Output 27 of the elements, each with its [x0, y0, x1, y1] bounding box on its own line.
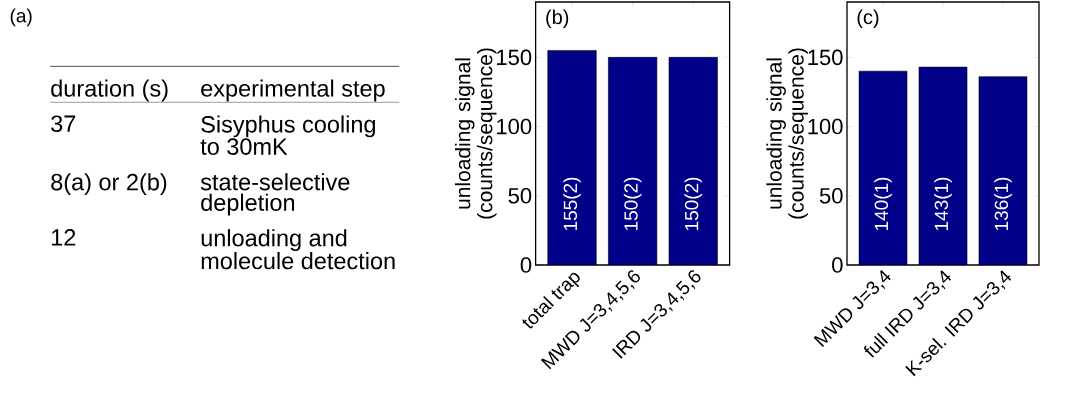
text: duration (s)	[51, 79, 168, 102]
data-label: 143(1)	[934, 177, 952, 231]
data-label: 140(1)	[874, 177, 892, 231]
chart-title: (b)	[546, 9, 569, 29]
y-axis-title: unloading signal (counts/sequence)	[454, 48, 497, 219]
y-tick-label: 150	[808, 49, 843, 66]
text: Sisyphus cooling to 30mK	[200, 115, 375, 155]
y-tick-label: 100	[808, 118, 843, 135]
text: 37	[51, 115, 76, 133]
y-tick-label: 50	[508, 187, 532, 204]
text: 8(a) or 2(b)	[51, 173, 167, 196]
data-label: 136(1)	[994, 177, 1012, 231]
text: experimental step	[201, 79, 385, 102]
text: 12	[52, 229, 76, 246]
y-tick-label: 100	[497, 118, 532, 135]
chart-title: (c)	[857, 9, 879, 29]
y-tick-label: 150	[497, 49, 532, 66]
text: state-selective depletion	[200, 173, 350, 216]
text: (a)	[10, 8, 32, 27]
y-tick-label: 0	[520, 257, 532, 273]
data-label: 155(2)	[563, 177, 581, 231]
text: unloading and molecule detection	[201, 229, 395, 270]
data-label: 150(2)	[623, 177, 642, 231]
y-axis-title: unloading signal (counts/sequence)	[766, 48, 808, 219]
data-label: 150(2)	[684, 177, 703, 231]
y-tick-label: 50	[819, 187, 843, 204]
y-tick-label: 0	[832, 257, 843, 273]
